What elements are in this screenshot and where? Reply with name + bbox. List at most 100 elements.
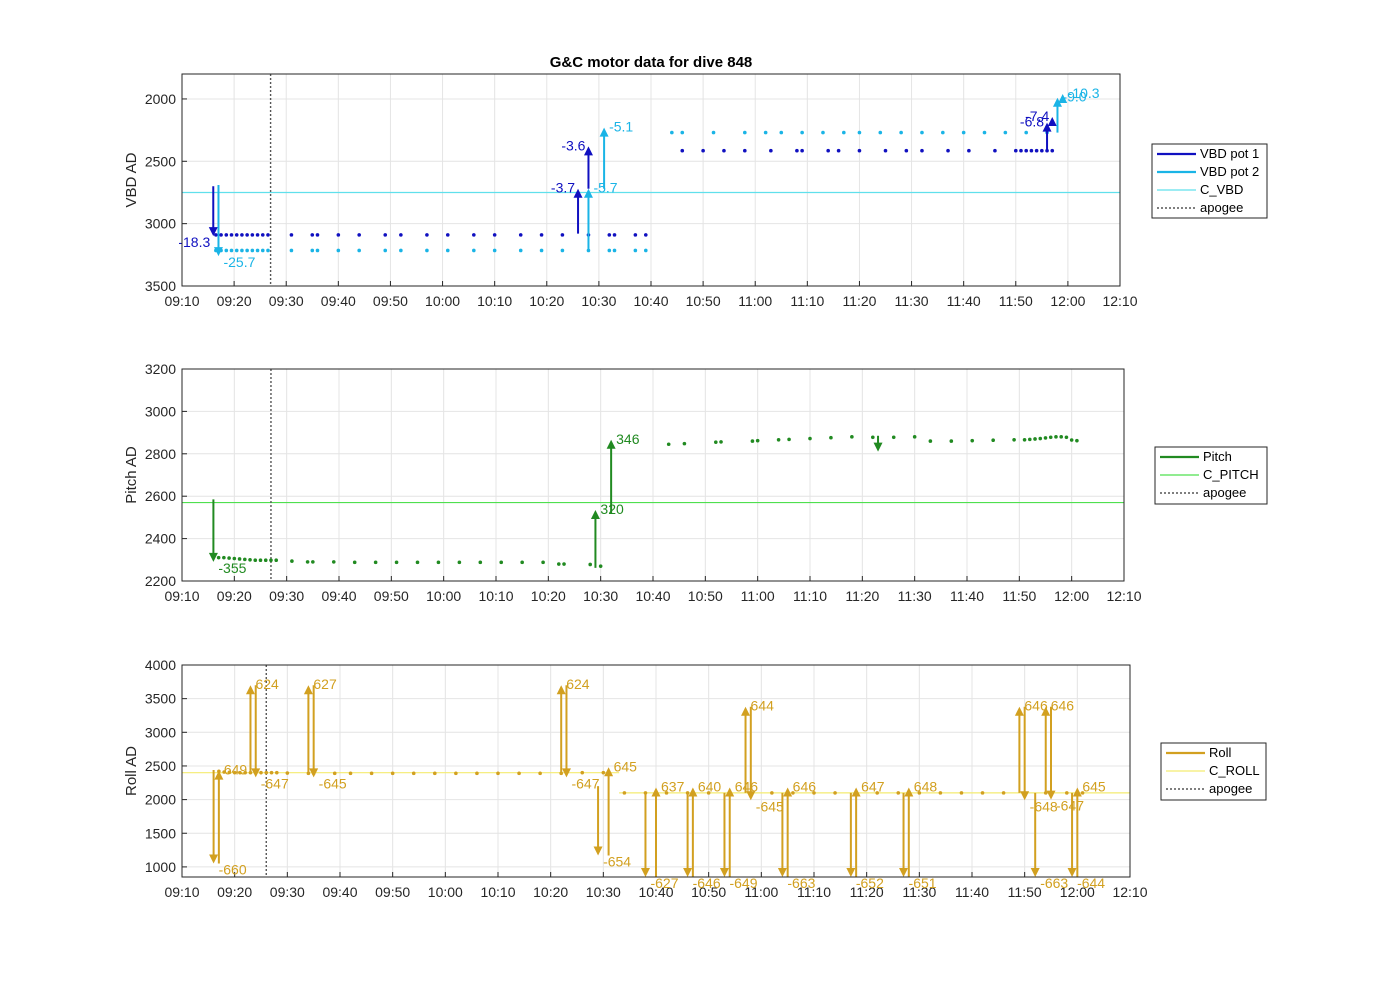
y-tick-label: 2500 (145, 153, 176, 169)
arrow-label: -355 (218, 560, 246, 576)
arrow-head (725, 787, 735, 797)
data-point (258, 558, 263, 563)
arrow-head (904, 787, 914, 797)
data-point (1065, 791, 1069, 795)
data-point (472, 248, 476, 253)
data-point (227, 770, 232, 775)
arrow-head (899, 868, 909, 877)
data-point (445, 248, 450, 253)
data-point (941, 130, 945, 135)
data-point (240, 233, 244, 237)
arrow-label: -654 (603, 853, 631, 869)
x-tick-label: 09:30 (269, 588, 304, 604)
data-point (821, 130, 825, 135)
x-tick-label: 11:40 (955, 884, 989, 900)
data-point (243, 557, 247, 562)
data-point (946, 148, 950, 153)
data-point (875, 791, 879, 795)
data-point (891, 435, 896, 440)
data-point (993, 148, 997, 153)
arrow-head (688, 787, 698, 797)
data-point (1012, 438, 1016, 442)
arrow-head (640, 868, 650, 877)
y-tick-label: 2800 (145, 446, 176, 462)
data-point (222, 770, 226, 774)
y-tick-label: 3500 (145, 278, 176, 294)
data-point (1054, 435, 1058, 439)
data-point (980, 791, 985, 795)
x-tick-label: 10:40 (638, 884, 673, 900)
x-tick-label: 11:30 (902, 884, 936, 900)
arrow-head (573, 188, 583, 198)
data-point (348, 771, 353, 776)
data-point (496, 771, 500, 776)
x-tick-label: 10:20 (529, 293, 564, 309)
x-tick-label: 11:20 (845, 588, 879, 604)
data-point (1029, 148, 1034, 153)
data-point (492, 248, 497, 253)
arrow-head (1052, 97, 1062, 107)
data-point (260, 248, 265, 253)
data-point (770, 791, 774, 795)
arrow-label: -10.3 (1068, 85, 1100, 101)
data-point (518, 233, 523, 237)
data-point (373, 560, 378, 565)
data-point (896, 791, 901, 795)
data-point (289, 248, 294, 253)
data-point (275, 770, 279, 775)
legend-label: VBD pot 2 (1200, 164, 1259, 179)
legend-label: VBD pot 1 (1200, 146, 1259, 161)
arrow-label: -663 (787, 875, 815, 891)
arrow-head (846, 868, 856, 877)
x-tick-label: 10:20 (531, 588, 566, 604)
data-point (588, 562, 592, 567)
data-point (666, 442, 671, 447)
x-tick-label: 09:30 (270, 884, 305, 900)
arrow-head (783, 787, 793, 797)
x-tick-label: 11:50 (999, 293, 1033, 309)
panel-pitch: 09:10 09:20 09:30 09:40 09:50 10:00 10:10 10:20… (123, 361, 1268, 604)
arrow-label: 646 (1051, 698, 1075, 714)
data-point (787, 437, 791, 442)
legend-label: apogee (1200, 200, 1243, 215)
data-point (967, 148, 971, 153)
data-point (959, 791, 964, 795)
arrow-label: 646 (793, 778, 817, 794)
data-point (240, 248, 244, 253)
y-tick-label: 3000 (145, 216, 176, 232)
arrow-label: -6.8 (1020, 114, 1044, 130)
y-tick-label: 2500 (145, 758, 176, 774)
data-point (219, 233, 223, 237)
data-point (1069, 438, 1074, 442)
x-tick-label: 10:00 (426, 588, 461, 604)
arrow-head (719, 868, 729, 877)
data-point (289, 233, 294, 237)
x-tick-label: 11:40 (950, 588, 984, 604)
x-tick-label: 10:00 (425, 293, 460, 309)
arrow-label: 647 (861, 778, 885, 794)
data-point (214, 233, 218, 237)
arrow-label: -652 (856, 875, 884, 891)
data-point (234, 248, 239, 253)
data-point (433, 771, 437, 776)
arrow-label: -645 (756, 798, 784, 814)
arrow-head (1067, 868, 1077, 877)
arrow-head (1047, 117, 1057, 127)
x-tick-label: 12:00 (1060, 884, 1095, 900)
data-point (808, 436, 812, 441)
x-tick-label: 09:30 (269, 293, 304, 309)
data-point (311, 560, 315, 564)
data-point (857, 148, 862, 153)
y-tick-label: 2600 (145, 488, 176, 504)
data-point (357, 248, 361, 253)
y-tick-label: 2000 (145, 792, 176, 808)
data-point (643, 233, 648, 237)
arrow-head (208, 227, 218, 237)
data-point (1040, 148, 1044, 153)
data-point (1003, 130, 1008, 135)
arrow-head (1042, 122, 1052, 132)
arrow-head (251, 768, 261, 778)
arrow-label: 648 (914, 778, 938, 794)
data-point (750, 439, 755, 443)
